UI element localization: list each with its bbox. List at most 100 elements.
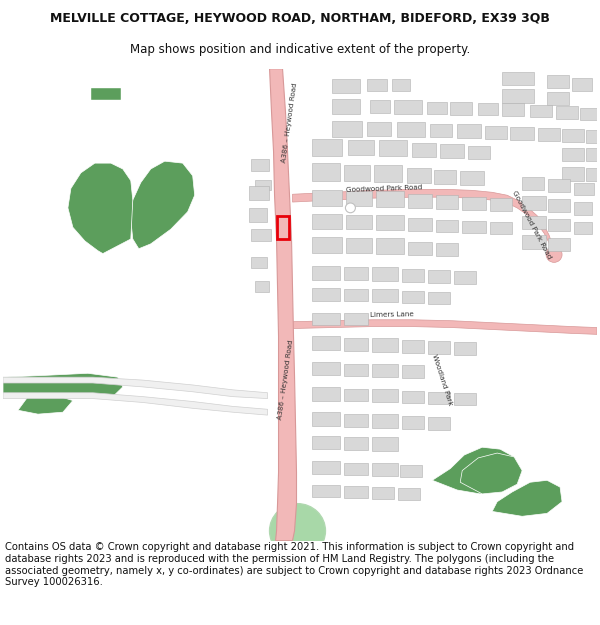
Bar xyxy=(376,191,404,207)
Bar xyxy=(313,191,343,206)
Bar xyxy=(344,462,368,476)
Polygon shape xyxy=(293,189,554,259)
Polygon shape xyxy=(3,392,268,415)
Bar xyxy=(349,140,374,156)
Bar xyxy=(572,78,592,91)
Bar xyxy=(403,269,424,282)
Text: Limers Lane: Limers Lane xyxy=(370,311,415,318)
Text: Woodland Park: Woodland Park xyxy=(431,354,454,406)
Bar xyxy=(344,438,368,450)
Bar xyxy=(367,79,388,91)
Bar xyxy=(313,288,340,301)
Bar xyxy=(373,268,398,281)
Bar xyxy=(460,171,484,184)
Bar xyxy=(254,281,269,291)
Bar xyxy=(428,417,450,430)
Bar xyxy=(373,289,398,302)
Bar xyxy=(251,159,269,171)
Bar xyxy=(248,186,269,200)
Bar xyxy=(346,191,373,206)
Text: A386 – Heywood Road: A386 – Heywood Road xyxy=(277,340,294,421)
Bar xyxy=(478,102,498,116)
Bar xyxy=(427,102,447,114)
Bar xyxy=(344,414,368,427)
Bar xyxy=(574,202,592,215)
Bar xyxy=(548,238,570,251)
Bar xyxy=(313,485,340,497)
Bar xyxy=(586,148,600,161)
Bar xyxy=(522,177,544,191)
Bar xyxy=(313,266,340,280)
Bar xyxy=(502,72,534,85)
Bar xyxy=(454,392,476,406)
Bar xyxy=(332,121,362,137)
Bar xyxy=(462,221,486,233)
Bar xyxy=(344,268,368,280)
Bar xyxy=(346,215,373,229)
Bar xyxy=(313,387,340,401)
Bar xyxy=(556,106,578,119)
Bar xyxy=(367,122,391,136)
Bar xyxy=(313,313,340,324)
Polygon shape xyxy=(432,448,522,494)
Bar xyxy=(562,129,584,142)
Bar xyxy=(485,126,507,139)
Bar xyxy=(574,182,594,195)
Text: Contains OS data © Crown copyright and database right 2021. This information is : Contains OS data © Crown copyright and d… xyxy=(5,542,583,588)
Bar xyxy=(251,256,266,268)
Bar xyxy=(430,124,452,137)
Bar xyxy=(392,79,410,91)
Bar xyxy=(522,196,546,210)
Bar xyxy=(373,462,398,476)
Bar xyxy=(313,336,340,350)
Bar xyxy=(428,341,450,354)
Bar xyxy=(562,148,584,161)
Bar xyxy=(251,229,271,241)
Bar xyxy=(574,221,592,234)
Bar xyxy=(522,216,546,229)
Bar xyxy=(586,130,600,142)
Bar xyxy=(313,139,343,156)
Text: Goodwood Park Road: Goodwood Park Road xyxy=(512,189,553,259)
Bar xyxy=(547,92,569,105)
Polygon shape xyxy=(3,373,123,399)
Bar xyxy=(373,338,398,352)
Bar xyxy=(346,238,373,252)
Bar xyxy=(586,168,600,181)
Bar xyxy=(373,438,398,451)
Bar xyxy=(373,487,394,499)
Bar xyxy=(277,216,289,239)
Bar xyxy=(313,214,343,229)
Bar xyxy=(344,338,368,351)
Bar xyxy=(374,165,403,182)
Bar xyxy=(409,194,432,208)
Bar xyxy=(440,144,464,158)
Bar xyxy=(409,242,432,254)
Polygon shape xyxy=(293,320,597,334)
Bar xyxy=(376,215,404,230)
Bar xyxy=(522,235,546,249)
Bar xyxy=(313,362,340,375)
Bar xyxy=(468,146,490,159)
Bar xyxy=(398,488,420,500)
Bar xyxy=(394,100,422,114)
Text: Goodwood Park Road: Goodwood Park Road xyxy=(346,184,422,192)
Bar xyxy=(502,89,534,102)
Bar xyxy=(548,179,570,192)
Bar xyxy=(403,340,424,353)
Circle shape xyxy=(546,247,562,262)
Bar xyxy=(580,107,598,121)
Bar xyxy=(379,140,407,156)
Bar xyxy=(428,270,450,282)
Bar xyxy=(510,127,534,140)
Bar xyxy=(403,391,424,404)
Bar xyxy=(376,238,404,254)
Bar xyxy=(490,198,512,211)
Bar xyxy=(548,199,570,212)
Bar xyxy=(332,79,361,93)
Bar xyxy=(403,291,424,303)
Bar xyxy=(428,392,450,404)
Bar xyxy=(462,197,486,210)
Bar xyxy=(344,165,370,181)
Bar xyxy=(313,412,340,426)
